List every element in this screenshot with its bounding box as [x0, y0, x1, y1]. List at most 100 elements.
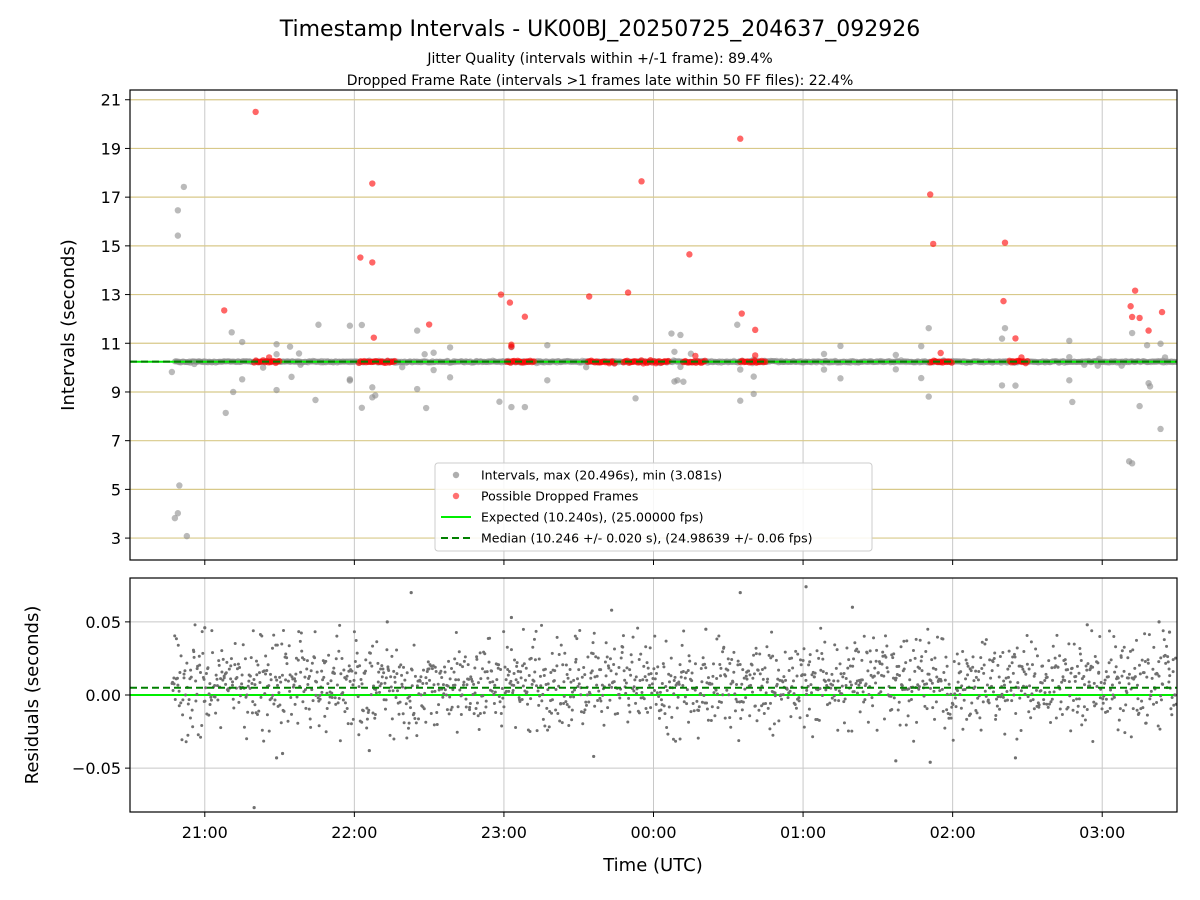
residual-point	[771, 733, 775, 737]
residual-point	[1063, 658, 1067, 662]
residual-point	[920, 655, 924, 659]
residual-point	[735, 700, 739, 704]
residual-point	[625, 666, 629, 670]
x-tick-label: 23:00	[481, 823, 527, 842]
residual-point	[196, 733, 200, 737]
residual-point	[463, 655, 467, 659]
residual-point	[742, 676, 746, 680]
residual-point	[1104, 697, 1108, 701]
residual-point	[267, 729, 271, 733]
residual-point	[737, 739, 741, 743]
residual-point	[233, 663, 237, 667]
residual-point	[207, 692, 211, 696]
residual-point	[402, 665, 406, 669]
residual-point	[1041, 664, 1045, 668]
residual-point	[465, 683, 469, 687]
residual-point	[384, 698, 388, 702]
residual-point	[798, 716, 802, 720]
residual-point	[427, 667, 431, 671]
residual-point	[1077, 697, 1081, 701]
residual-point	[786, 696, 790, 700]
residual-point	[852, 690, 856, 694]
residual-point	[807, 663, 811, 667]
residual-point	[741, 700, 745, 704]
residual-point	[1034, 688, 1038, 692]
residual-point	[768, 701, 772, 705]
residual-point	[793, 703, 797, 707]
residual-point	[656, 665, 660, 669]
residual-point	[928, 686, 932, 690]
residual-point	[263, 692, 267, 696]
residual-point	[781, 680, 785, 684]
residual-point	[913, 669, 917, 673]
residual-point	[599, 668, 603, 672]
dropped-frame-point	[252, 108, 259, 116]
residual-point	[638, 678, 642, 682]
interval-point	[273, 386, 280, 394]
residual-point	[1127, 672, 1131, 676]
residual-point	[623, 678, 627, 682]
residual-point	[834, 666, 838, 670]
residual-point	[1025, 633, 1029, 637]
residual-point	[804, 692, 808, 696]
residual-point	[520, 697, 524, 701]
residual-point	[894, 759, 898, 763]
residual-point	[506, 673, 510, 677]
residual-point	[927, 672, 931, 676]
residual-point	[181, 713, 185, 717]
residual-point	[1042, 698, 1046, 702]
residual-point	[1108, 706, 1112, 710]
residual-point	[1028, 684, 1032, 688]
residual-point	[659, 708, 663, 712]
residual-point	[847, 658, 851, 662]
residual-point	[559, 702, 563, 706]
residual-point	[547, 725, 551, 729]
residual-point	[592, 754, 596, 759]
residual-point	[979, 728, 983, 732]
residual-point	[1159, 698, 1163, 702]
residual-point	[609, 669, 613, 673]
residual-point	[860, 658, 864, 662]
residual-point	[1098, 696, 1102, 700]
residual-point	[280, 642, 284, 646]
residual-point	[1143, 659, 1147, 663]
dropped-frame-point	[762, 358, 769, 365]
residual-point	[433, 665, 437, 669]
residual-point	[298, 639, 302, 643]
residual-point	[761, 677, 765, 681]
residual-point	[945, 692, 949, 696]
interval-point	[496, 398, 503, 405]
residual-point	[178, 671, 182, 675]
residual-point	[624, 681, 628, 685]
residual-point	[817, 718, 821, 722]
residual-point	[497, 663, 501, 667]
residual-point	[509, 615, 514, 620]
residual-point	[221, 657, 225, 661]
residual-point	[604, 674, 608, 678]
residual-point	[899, 645, 903, 649]
residual-point	[681, 670, 685, 674]
residual-point	[643, 675, 647, 679]
residual-point	[532, 637, 536, 641]
residual-point	[612, 680, 616, 684]
residual-point	[507, 670, 511, 674]
residual-point	[695, 699, 699, 703]
residual-point	[966, 673, 970, 677]
residual-point	[1081, 714, 1085, 718]
residual-point	[755, 719, 759, 723]
residual-point	[387, 668, 391, 672]
residual-point	[515, 664, 519, 668]
residual-point	[337, 696, 341, 700]
residual-point	[182, 676, 186, 680]
residual-point	[594, 655, 598, 659]
residual-point	[741, 668, 745, 672]
interval-point	[228, 329, 235, 336]
residual-point	[813, 671, 817, 675]
residual-point	[180, 738, 184, 742]
residual-point	[543, 724, 547, 728]
residual-point	[554, 708, 558, 712]
residual-point	[920, 669, 924, 673]
residual-point	[186, 733, 190, 737]
residual-point	[1170, 713, 1174, 717]
residual-point	[1051, 678, 1055, 682]
